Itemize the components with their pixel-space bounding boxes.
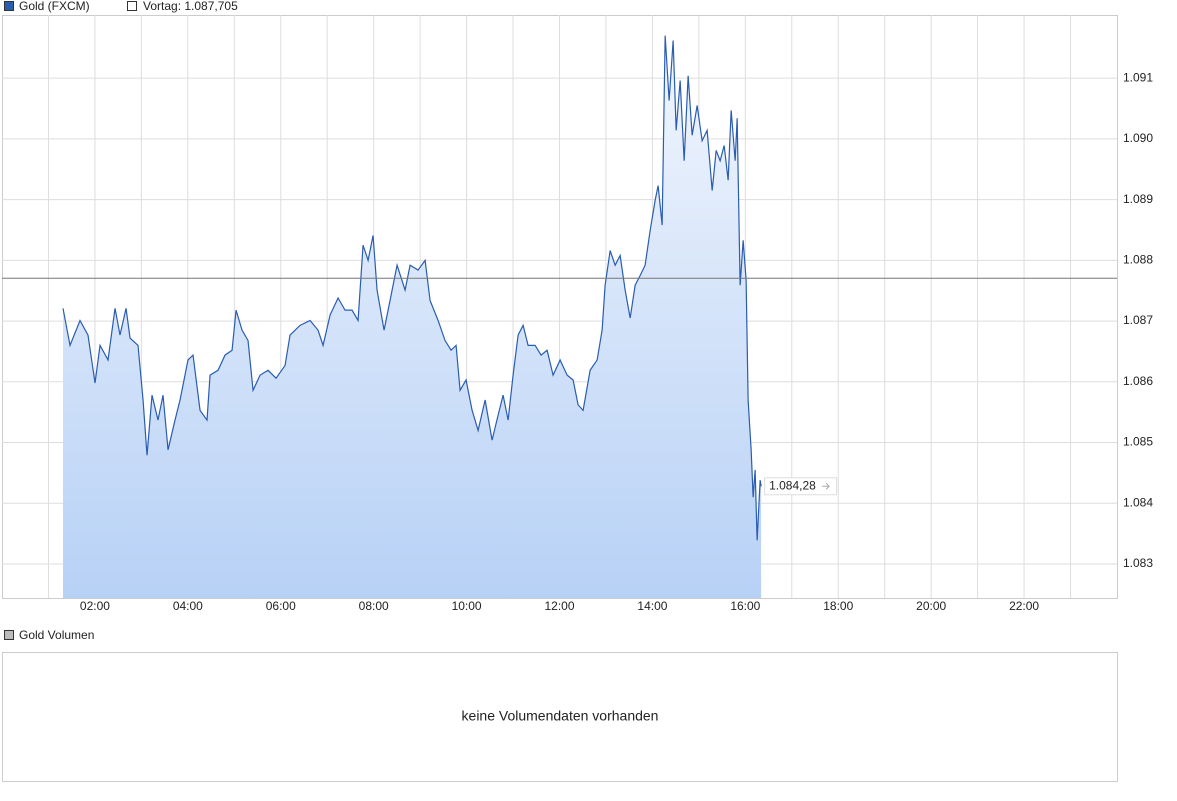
y-tick-label: 1.090 bbox=[1123, 131, 1153, 145]
area bbox=[63, 35, 762, 598]
x-tick-label: 08:00 bbox=[359, 599, 389, 613]
y-tick-label: 1.085 bbox=[1123, 435, 1153, 449]
legend-label: Gold (FXCM) bbox=[19, 0, 90, 13]
x-tick-label: 20:00 bbox=[916, 599, 946, 613]
x-tick-label: 10:00 bbox=[452, 599, 482, 613]
y-tick-label: 1.088 bbox=[1123, 253, 1153, 267]
marks: 1.084,28 bbox=[2, 35, 1117, 598]
x-tick-label: 22:00 bbox=[1009, 599, 1039, 613]
x-tick-label: 12:00 bbox=[544, 599, 574, 613]
labels: 1.083 1.084 1.085 1.086 1.087 1.088 1.089 1.090… bbox=[80, 70, 1153, 613]
legend-swatch bbox=[4, 1, 14, 11]
x-tick-label: 02:00 bbox=[80, 599, 110, 613]
x-tick-label: 18:00 bbox=[823, 599, 853, 613]
legend-swatch bbox=[4, 630, 14, 640]
volume-message: keine Volumendaten vorhanden bbox=[462, 708, 659, 724]
y-tick-label: 1.089 bbox=[1123, 192, 1153, 206]
y-tick-label: 1.086 bbox=[1123, 374, 1153, 388]
grid bbox=[2, 15, 1117, 598]
y-tick-label: 1.091 bbox=[1123, 70, 1153, 84]
legend-swatch bbox=[127, 1, 137, 11]
y-tick-label: 1.087 bbox=[1123, 313, 1153, 327]
y-tick-label: 1.084 bbox=[1123, 495, 1153, 509]
x-tick-label: 06:00 bbox=[266, 599, 296, 613]
x-tick-label: 14:00 bbox=[637, 599, 667, 613]
volume-frame bbox=[2, 652, 1118, 782]
last-value-box bbox=[764, 477, 838, 496]
line bbox=[62, 35, 762, 541]
last-value-label: 1.084,28 bbox=[769, 478, 816, 492]
x-tick-label: 04:00 bbox=[173, 599, 203, 613]
last-value-arrow bbox=[822, 482, 830, 490]
legend-label: Vortag: 1.087,705 bbox=[143, 0, 238, 13]
legend-label: Gold Volumen bbox=[19, 628, 94, 642]
x-tick-label: 16:00 bbox=[730, 599, 760, 613]
y-tick-label: 1.083 bbox=[1123, 556, 1153, 570]
